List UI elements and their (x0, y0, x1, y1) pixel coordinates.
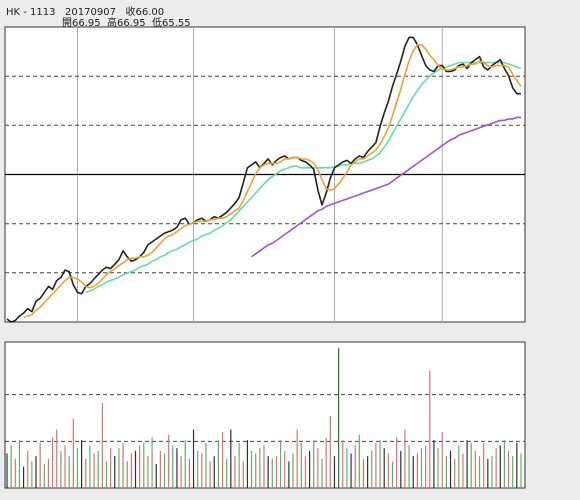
low-label: 低65.55 (152, 18, 191, 29)
series-line-ma60 (251, 116, 521, 258)
high-label: 高66.95 (107, 18, 146, 29)
header-row-1: HK - 1113 20170907 收66.00 (6, 3, 164, 18)
volume-panel (4, 341, 526, 489)
series-line-close (6, 36, 521, 323)
close-label: 收66.00 (125, 7, 165, 18)
series-line-ma20 (85, 61, 522, 294)
price-panel (4, 26, 526, 323)
header-row-2: 開66.95 高66.95 低65.55 (62, 14, 191, 29)
volume-plot-area (4, 341, 526, 489)
series-line-ma5 (23, 44, 522, 319)
open-label: 開66.95 (62, 18, 101, 29)
date-label: 20170907 (65, 7, 116, 18)
symbol-label: HK - 1113 (6, 7, 56, 18)
